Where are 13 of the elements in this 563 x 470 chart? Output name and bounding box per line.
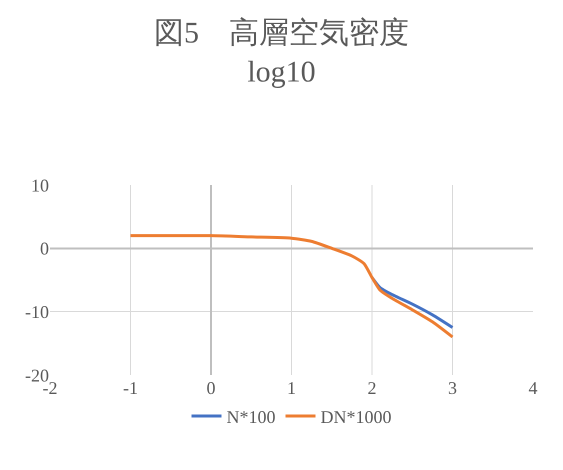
x-tick-label: 0 — [206, 378, 216, 398]
y-tick-label: 10 — [31, 175, 49, 196]
x-tick-label: -1 — [123, 378, 138, 398]
chart-title: 図5 高層空気密度 log10 — [154, 16, 409, 88]
y-tick-label: -10 — [25, 302, 49, 322]
y-tick-label: 0 — [40, 238, 49, 259]
x-tick-label: 2 — [368, 378, 376, 398]
x-tick-label: 3 — [448, 378, 457, 398]
legend-label: DN*1000 — [320, 407, 392, 428]
legend-label: N*100 — [226, 407, 276, 428]
x-tick-label: 1 — [287, 378, 296, 398]
line-series — [129, 234, 454, 338]
x-tick-label: 4 — [528, 378, 538, 398]
